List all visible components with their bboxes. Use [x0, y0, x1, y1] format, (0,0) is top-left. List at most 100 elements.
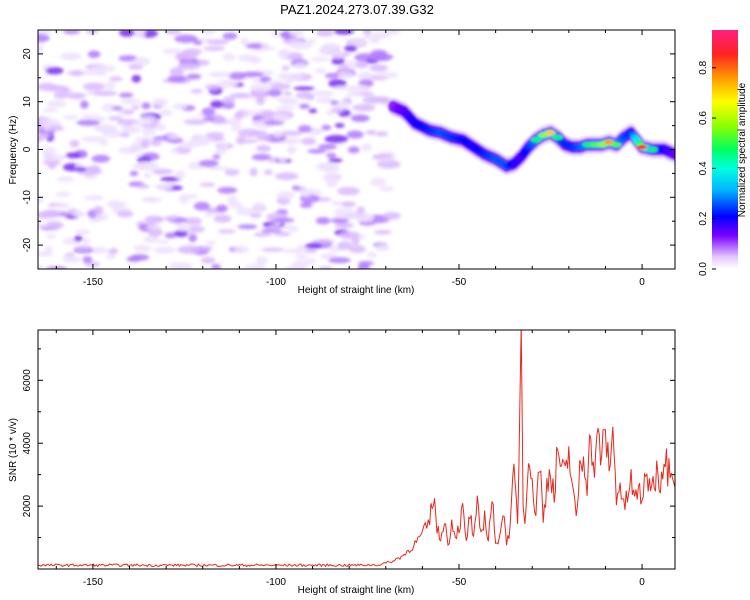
noise-blob: [293, 62, 307, 69]
noise-blob: [369, 64, 389, 72]
x-tick-label: -150: [83, 277, 103, 288]
noise-blob: [172, 103, 187, 110]
spectrogram-x-ticks: -150 -100 -50 0: [55, 30, 645, 288]
noise-blob: [331, 51, 345, 59]
noise-blob: [222, 32, 238, 40]
noise-blob: [55, 191, 71, 197]
noise-blob: [236, 207, 255, 216]
noise-blob: [310, 90, 335, 97]
noise-blob: [321, 124, 332, 131]
noise-blob: [291, 185, 301, 190]
noise-blob: [86, 30, 99, 35]
noise-blob: [93, 205, 104, 214]
noise-blob: [270, 83, 291, 91]
noise-blob: [318, 143, 337, 150]
noise-blob: [236, 136, 246, 145]
noise-blob: [263, 120, 285, 126]
noise-blob: [80, 70, 103, 76]
noise-blob: [340, 201, 356, 208]
y-tick-label: -10: [22, 190, 33, 205]
snr-frame: [37, 329, 676, 570]
noise-blob: [157, 239, 170, 244]
noise-blob: [362, 35, 385, 40]
noise-blobs: [38, 30, 401, 269]
snr-panel: -150 -100 -50 0 2000 4000 6000 Height of stra…: [8, 329, 676, 596]
noise-blob: [372, 155, 395, 162]
colorbar-tick-label: 0.6: [698, 111, 709, 125]
noise-blob: [108, 116, 123, 121]
noise-blob: [116, 210, 134, 218]
noise-blob: [333, 85, 355, 91]
noise-blob: [277, 48, 291, 58]
noise-blob: [61, 88, 72, 93]
noise-blob: [152, 168, 174, 175]
noise-blob: [174, 170, 186, 180]
noise-blob: [350, 114, 370, 122]
noise-blob: [153, 246, 177, 254]
noise-blob: [112, 106, 123, 111]
noise-blob: [316, 30, 334, 37]
noise-blob: [375, 243, 390, 252]
noise-blob: [267, 89, 282, 97]
noise-blob: [224, 169, 240, 176]
ridge-peak: [596, 142, 607, 148]
noise-blob: [234, 112, 244, 119]
colorbar-tick-label: 0.2: [698, 211, 709, 225]
ridge-peak: [582, 142, 593, 148]
noise-blob: [251, 153, 272, 161]
noise-blob: [200, 257, 216, 264]
noise-blob: [318, 49, 330, 55]
noise-blob: [131, 74, 142, 83]
noise-blob: [188, 225, 205, 233]
noise-blob: [273, 130, 283, 138]
noise-blob: [281, 65, 290, 71]
noise-blob: [93, 90, 118, 96]
noise-blob: [368, 56, 390, 61]
noise-blob: [357, 71, 374, 81]
noise-blob: [87, 50, 101, 59]
y-tick-label: -20: [22, 237, 33, 252]
noise-blob: [91, 154, 111, 163]
noise-blob: [63, 30, 81, 35]
noise-blob: [253, 202, 265, 210]
noise-blob: [213, 214, 232, 223]
noise-blob: [174, 34, 198, 43]
noise-blob: [179, 195, 189, 204]
noise-blob: [346, 130, 364, 139]
noise-blob: [91, 65, 116, 73]
chart-title: PAZ1.2024.273.07.39.G32: [280, 2, 434, 17]
y-tick-label: 6000: [22, 369, 33, 392]
noise-blob: [188, 233, 197, 243]
noise-blob: [130, 254, 150, 261]
y-tick-label: 10: [22, 96, 33, 108]
noise-blob: [217, 229, 236, 234]
noise-blob: [297, 125, 312, 133]
noise-blob: [307, 149, 327, 154]
noise-blob: [84, 195, 104, 201]
noise-blob: [253, 232, 272, 237]
noise-blob: [163, 216, 177, 222]
noise-blob: [309, 57, 331, 62]
noise-blob: [143, 173, 152, 179]
noise-blob: [48, 163, 56, 170]
noise-blob: [328, 257, 351, 264]
noise-blob: [41, 209, 62, 218]
noise-blob: [44, 246, 53, 253]
noise-blob: [131, 105, 140, 110]
noise-blob: [325, 110, 336, 116]
noise-blob: [154, 184, 173, 189]
noise-blob: [140, 115, 156, 121]
noise-blob: [38, 133, 52, 138]
noise-blob: [203, 46, 225, 51]
noise-blob: [370, 177, 387, 187]
x-tick-label: -50: [452, 277, 467, 288]
noise-blob: [304, 243, 323, 249]
noise-blob: [177, 62, 201, 70]
y-tick-label: 0: [22, 146, 33, 152]
x-tick-label: -100: [266, 277, 286, 288]
noise-blob: [347, 146, 360, 154]
noise-blob: [199, 182, 216, 187]
noise-blob: [295, 254, 309, 259]
noise-blob: [81, 136, 105, 143]
ridge-peak: [611, 142, 622, 148]
